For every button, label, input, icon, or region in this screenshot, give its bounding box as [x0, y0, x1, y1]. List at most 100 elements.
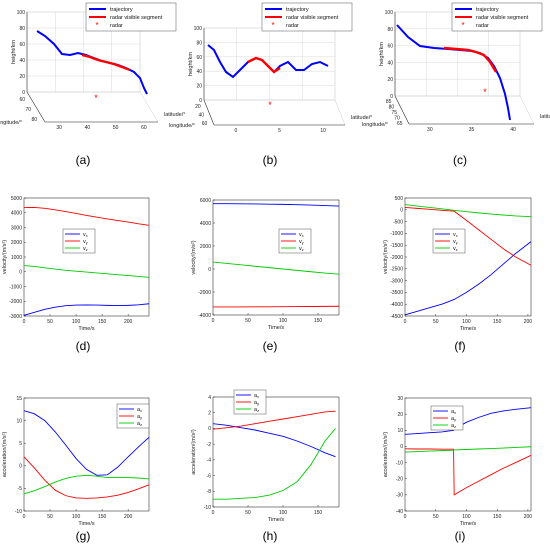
- z-tick-label: 100: [385, 10, 394, 16]
- y-tick-label: -6: [207, 473, 212, 479]
- x-tick-label: 85: [386, 99, 392, 105]
- x-tick-label: 200: [124, 319, 133, 325]
- legend-label-ay: ay: [254, 400, 259, 406]
- y-axis-label: acceleration/(m/s²): [191, 429, 197, 475]
- panel-a: 02040608010060708030405060height/kmlongi…: [0, 2, 185, 131]
- legend: trajectory radar visible segment * radar: [451, 2, 543, 32]
- series-line-v-z: [404, 204, 532, 218]
- y-tick-label: 30: [397, 396, 403, 402]
- series-line-a-y: [404, 448, 532, 496]
- x-tick-label: 50: [245, 318, 251, 324]
- y-tick-label: -5: [18, 486, 23, 492]
- x-tick-label: 65: [397, 121, 403, 127]
- y-tick-label: -500: [393, 219, 403, 225]
- panel-d: 0 50 100 150 200 -3000 -2000 -1000 0 1000 2000 3000…: [2, 196, 150, 332]
- x-tick-label: 100: [72, 319, 81, 325]
- y-tick-label: 4000: [200, 221, 211, 227]
- legend-label-vx: vx: [83, 232, 88, 238]
- panel-f: 0 50 100 150 200 -4500 -4000 -3500 -3000 -2500 -20…: [383, 196, 532, 332]
- x-tick-label: 0: [212, 510, 215, 516]
- y-tick-label: -2000: [390, 255, 403, 261]
- x-tick-label: 200: [524, 319, 533, 325]
- y-tick-label: -2500: [390, 267, 403, 273]
- y-tick-label: 500: [395, 196, 404, 202]
- y-tick-label: 30: [56, 125, 62, 131]
- y-tick-label: 10: [397, 428, 403, 434]
- x-axis: [394, 95, 410, 125]
- x-axis: [203, 99, 215, 126]
- y-tick-label: -2000: [9, 299, 22, 305]
- panel-g: 0 50 100 150 200 -10 -5 0 5 10 15 Time/s acceleratio…: [2, 396, 150, 527]
- y-tick-label: 0: [19, 270, 22, 276]
- legend-label-vy: vy: [83, 239, 88, 245]
- y-tick-label: 0: [234, 128, 237, 134]
- x-tick-label: 100: [462, 319, 471, 325]
- y-axis-label: velocity/(m/s²): [2, 240, 8, 274]
- subfigure-label-e: (e): [263, 339, 278, 353]
- series-line-a-y: [212, 410, 336, 430]
- x-tick-label: 150: [493, 514, 502, 520]
- z-axis-label: height/km: [11, 40, 17, 64]
- y-tick-label: 30: [427, 127, 433, 133]
- x-axis-label: Time/s: [78, 326, 95, 332]
- x-axis-label: Time/s: [460, 326, 477, 332]
- y-tick-label: 1000: [11, 255, 22, 261]
- y-tick-label: 5: [278, 128, 281, 134]
- x-tick-label: 150: [98, 514, 107, 520]
- x-tick-label: 60: [202, 121, 208, 127]
- y-tick-label: 5: [19, 441, 22, 447]
- y-tick-label: -1000: [390, 231, 403, 237]
- y-tick-label: -1500: [390, 243, 403, 249]
- y-tick-label: 35: [469, 127, 475, 133]
- x-tick-label: 200: [124, 514, 133, 520]
- y-axis-label: velocity/(m/s²): [383, 240, 389, 274]
- subfigure-label-d: (d): [76, 339, 91, 353]
- legend-label-vy: vy: [299, 239, 304, 245]
- x-tick-label: 70: [394, 116, 400, 122]
- x-tick-label: 20: [195, 104, 201, 110]
- legend-label-vx: vx: [299, 232, 304, 238]
- legend-label-vy: vy: [453, 239, 458, 245]
- x-tick-label: 150: [314, 510, 323, 516]
- legend-label-vx: vx: [453, 232, 458, 238]
- series-line-v-y: [213, 305, 340, 308]
- x-tick-label: 50: [433, 319, 439, 325]
- series-line-v-x: [23, 303, 150, 316]
- subfigure-label-b: (b): [263, 153, 278, 167]
- z-tick-label: 40: [387, 60, 393, 66]
- legend: trajectory radar visible segment * radar: [261, 2, 353, 32]
- x-axis-label: longitude/°: [169, 123, 195, 129]
- y-tick-label: 60: [141, 125, 147, 131]
- y-tick-label: 5000: [11, 196, 22, 202]
- series-line-a-z: [23, 474, 150, 495]
- z-tick-label: 60: [196, 55, 202, 61]
- series-line-v-x: [213, 203, 340, 207]
- legend-label-radar-visible-segment: radar visible segment: [286, 15, 339, 21]
- x-axis-label: longitude/°: [362, 122, 388, 128]
- x-tick-label: 100: [72, 514, 81, 520]
- y-tick-label: -8: [207, 489, 212, 495]
- legend-label-az: az: [451, 423, 456, 429]
- subfigure-label-c: (c): [453, 153, 467, 167]
- y-tick-label: -4000: [390, 302, 403, 308]
- x-tick-label: 80: [389, 104, 395, 110]
- legend-label-az: az: [137, 421, 142, 427]
- z-tick-label: 0: [199, 98, 202, 104]
- x-tick-label: 0: [212, 318, 215, 324]
- y-tick-label: -2000: [198, 290, 211, 296]
- floor-plane: [26, 91, 159, 123]
- y-tick-label: -20: [396, 477, 403, 483]
- y-tick-label: 4000: [11, 211, 22, 217]
- series-line-a-y: [23, 456, 150, 499]
- y-tick-label: -2: [207, 442, 212, 448]
- x-tick-label: 80: [31, 117, 37, 123]
- panel-i: 0 50 100 150 200 -40 -30 -20 -10 0 10 20 30 Time/s acc…: [383, 396, 532, 527]
- y-tick-label: -4500: [390, 314, 403, 320]
- plot-area: [212, 396, 340, 508]
- x-tick-label: 0: [23, 319, 26, 325]
- x-axis-label: Time/s: [78, 521, 95, 527]
